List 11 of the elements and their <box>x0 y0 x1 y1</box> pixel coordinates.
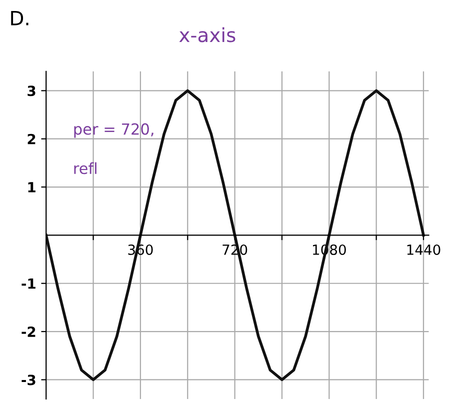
y-tick-label: -2 <box>22 326 36 337</box>
y-tick-label: 1 <box>28 182 36 192</box>
chart-title: D. <box>11 11 28 26</box>
y-tick-label: 2 <box>28 134 36 144</box>
y-tick-label: -1 <box>22 278 36 289</box>
x-tick-label: 1440 <box>407 244 440 255</box>
y-tick-label: -3 <box>22 374 36 386</box>
y-tick-label: 3 <box>28 86 36 96</box>
chart-subtitle: x-axis <box>179 27 236 42</box>
annotation: per = 720, <box>74 123 154 138</box>
annotation: refl <box>74 162 96 174</box>
